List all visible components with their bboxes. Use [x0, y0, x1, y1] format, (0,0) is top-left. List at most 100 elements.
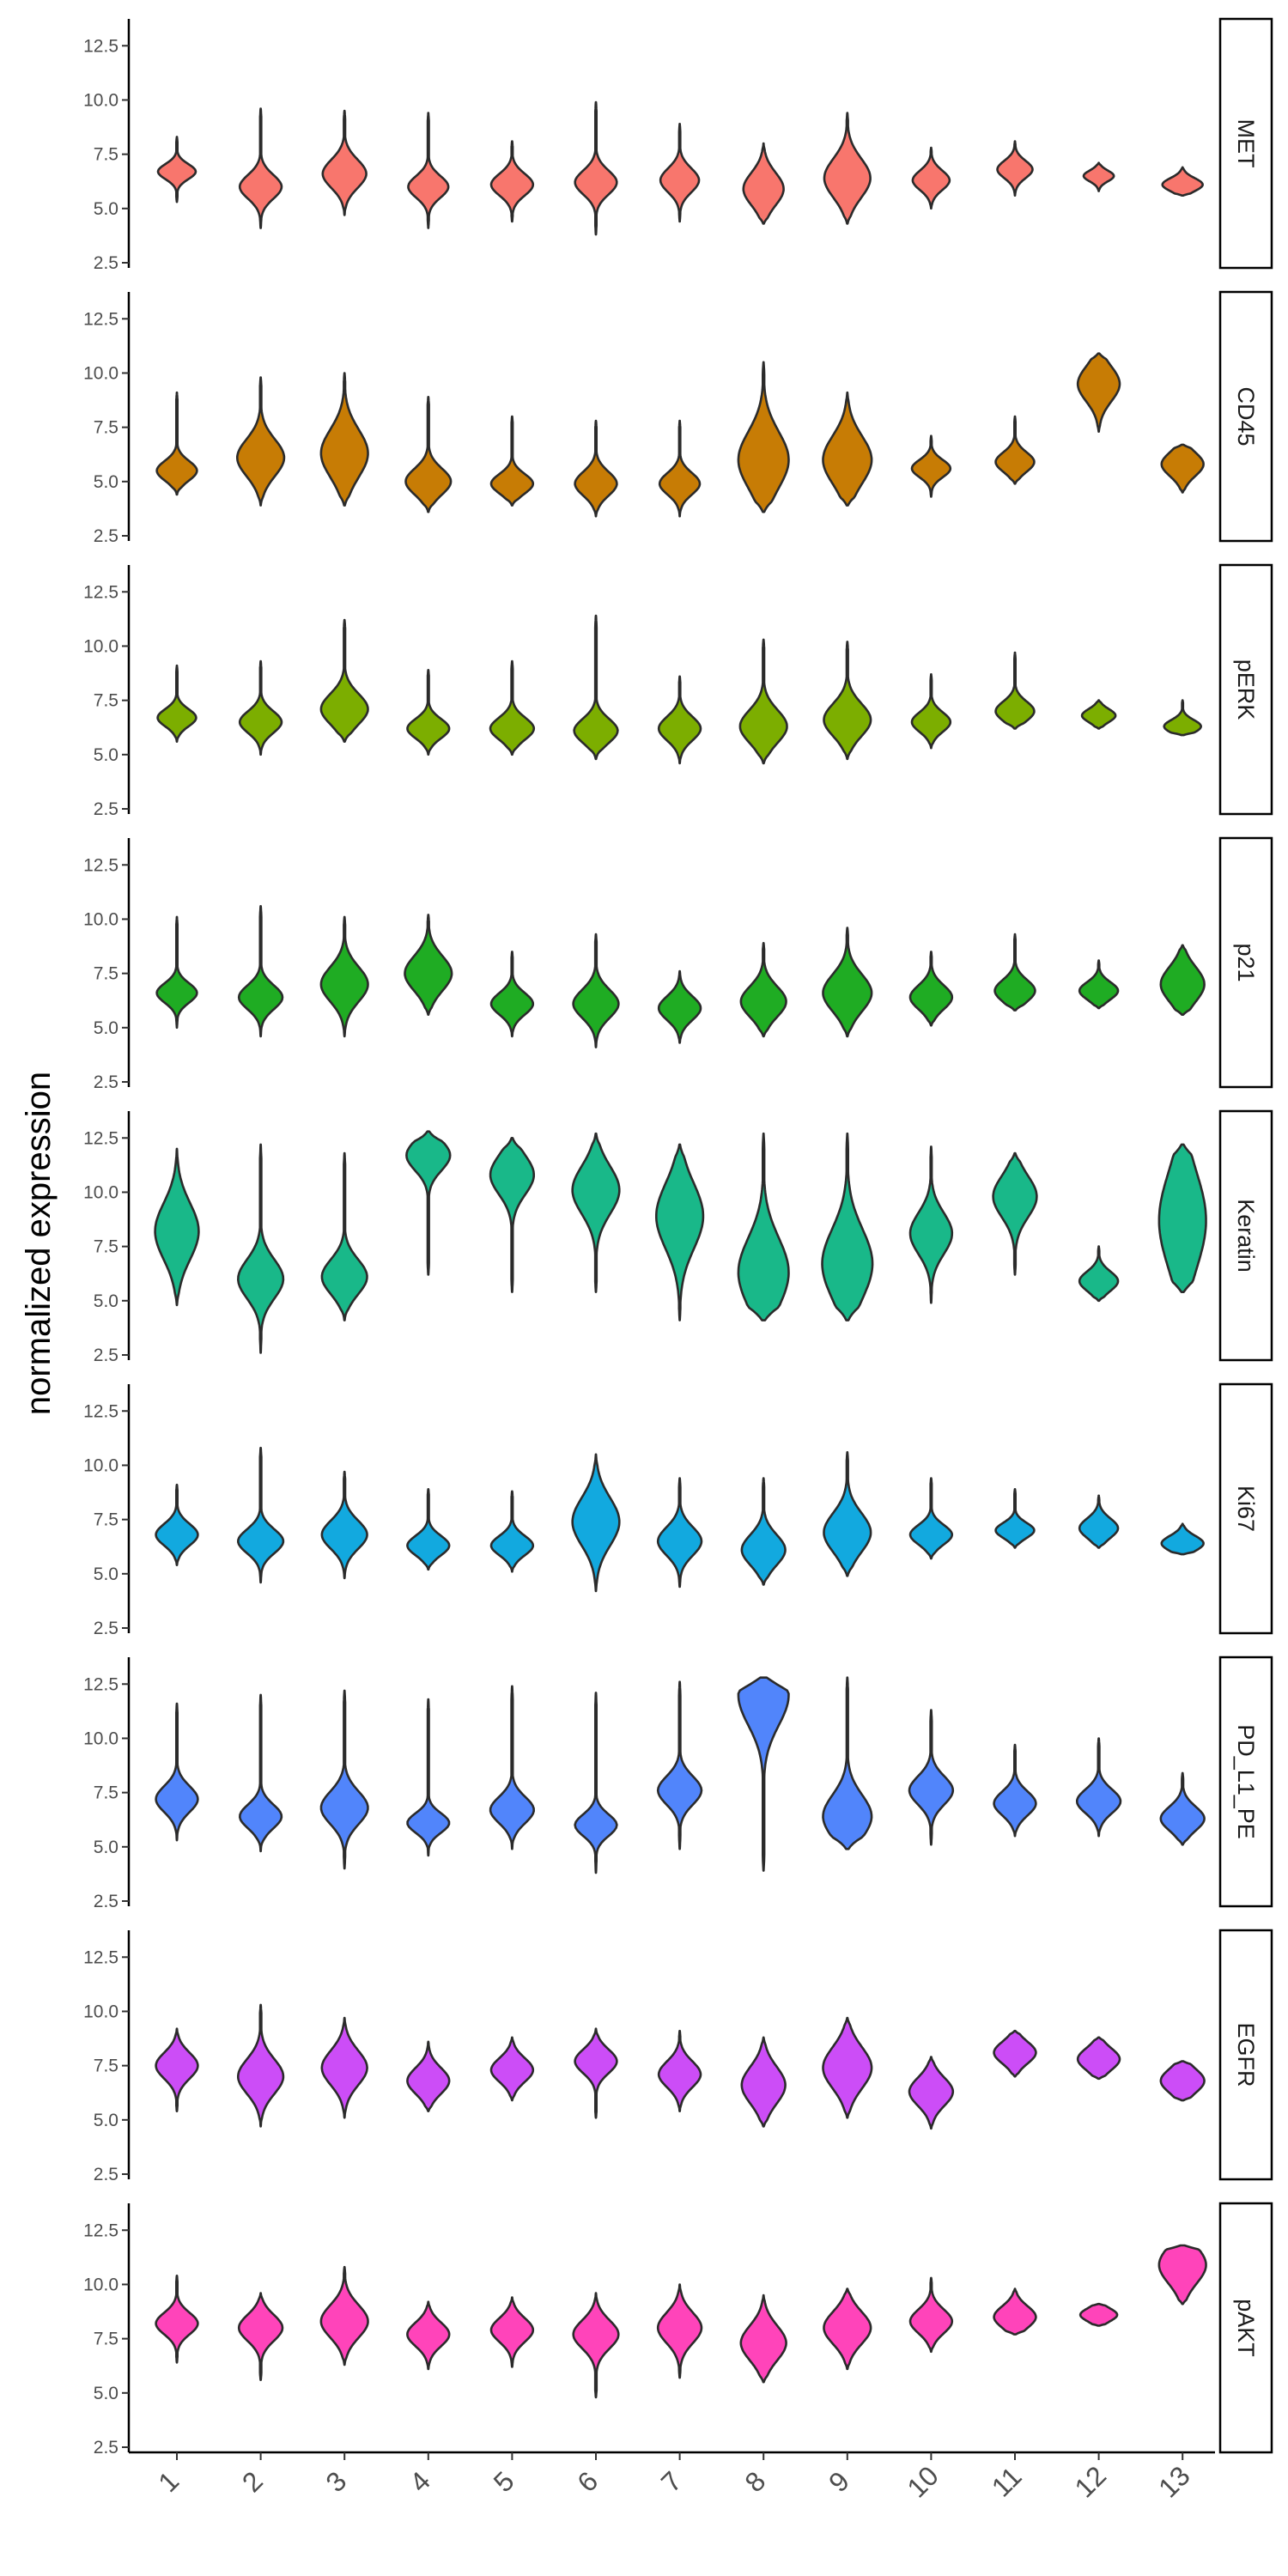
- y-tick-label: 12.5: [83, 309, 118, 329]
- y-tick-label: 10.0: [83, 2002, 118, 2021]
- facet-strip: [1218, 563, 1273, 816]
- violin-6: [574, 100, 618, 236]
- violin-6: [571, 1132, 621, 1293]
- y-tick-label: 7.5: [94, 2330, 118, 2349]
- y-tick-label: 2.5: [94, 1072, 118, 1092]
- violin-4: [404, 914, 453, 1016]
- x-tick-label: 6: [571, 2465, 604, 2498]
- y-tick-label: 5.0: [94, 2111, 118, 2130]
- violin-13: [1160, 1522, 1205, 1556]
- violin-8: [738, 638, 788, 765]
- violin-3: [321, 109, 368, 216]
- violin-7: [657, 2029, 702, 2112]
- violin-7: [655, 1143, 705, 1321]
- violin-11: [993, 2287, 1037, 2336]
- violin-7: [659, 123, 701, 223]
- violin-12: [1078, 1494, 1120, 1549]
- violin-5: [489, 1685, 535, 1850]
- violin-6: [573, 614, 619, 761]
- violin-1: [156, 136, 197, 204]
- facet-strip-label: Ki67: [1233, 1485, 1259, 1532]
- facet-strip-label: pAKT: [1233, 2299, 1259, 2357]
- violin-13: [1159, 944, 1206, 1016]
- violin-12: [1082, 161, 1115, 192]
- violin-8: [739, 2293, 787, 2384]
- violin-8: [742, 142, 785, 225]
- violin-5: [489, 659, 536, 756]
- panel-pakt: 2.5 5.0 7.5 10.0 12.5 pAKT: [83, 2202, 1273, 2458]
- violin-13: [1163, 699, 1202, 737]
- y-tick-label: 12.5: [83, 1947, 118, 1967]
- x-tick-label: 7: [655, 2465, 688, 2498]
- violin-2: [237, 1446, 285, 1584]
- violin-12: [1076, 352, 1121, 433]
- violin-3: [319, 372, 369, 507]
- y-tick-label: 5.0: [94, 1291, 118, 1311]
- facet-strip: [1218, 2202, 1273, 2454]
- violin-10: [908, 2056, 955, 2130]
- violin-5: [489, 1137, 535, 1293]
- y-tick-label: 2.5: [94, 1892, 118, 1911]
- panel-egfr: 2.5 5.0 7.5 10.0 12.5 EGFR: [83, 1929, 1273, 2184]
- violin-11: [993, 933, 1036, 1012]
- violin-13: [1157, 1143, 1207, 1293]
- y-tick-label: 2.5: [94, 526, 118, 546]
- y-tick-label: 10.0: [83, 1455, 118, 1475]
- y-tick-label: 10.0: [83, 636, 118, 656]
- violin-9: [822, 391, 873, 507]
- violin-9: [822, 927, 873, 1038]
- panel-ki67: 2.5 5.0 7.5 10.0 12.5 Ki67: [83, 1382, 1273, 1638]
- violin-5: [489, 140, 535, 223]
- facet-strip: [1218, 1656, 1273, 1908]
- violin-9: [821, 1132, 874, 1321]
- facet-strip-label: p21: [1233, 943, 1259, 981]
- violin-10: [910, 673, 952, 750]
- y-tick-label: 7.5: [94, 691, 118, 711]
- y-tick-label: 5.0: [94, 2384, 118, 2403]
- y-tick-label: 5.0: [94, 1018, 118, 1038]
- violin-11: [993, 1743, 1037, 1838]
- facet-strip: [1218, 836, 1273, 1089]
- violin-7: [657, 675, 702, 765]
- violin-12: [1078, 1245, 1120, 1303]
- violin-1: [154, 1147, 200, 1307]
- violin-7: [656, 2283, 703, 2379]
- y-tick-label: 5.0: [94, 1564, 118, 1584]
- violin-6: [572, 933, 620, 1048]
- facet-strip-label: pERK: [1233, 659, 1259, 720]
- y-tick-label: 7.5: [94, 418, 118, 438]
- violin-10: [908, 2276, 954, 2354]
- x-tick-label: 5: [488, 2465, 520, 2498]
- y-tick-label: 5.0: [94, 745, 118, 765]
- violin-10: [908, 1145, 954, 1304]
- y-tick-label: 7.5: [94, 1783, 118, 1803]
- y-tick-label: 10.0: [83, 90, 118, 110]
- violin-2: [236, 376, 286, 507]
- y-tick-label: 10.0: [83, 2275, 118, 2294]
- violin-13: [1159, 2060, 1206, 2102]
- facet-strip-label: MET: [1233, 119, 1259, 168]
- panel-met: 2.5 5.0 7.5 10.0 12.5 MET: [83, 17, 1273, 273]
- violin-4: [405, 1130, 452, 1276]
- violin-4: [406, 1488, 451, 1571]
- y-tick-label: 7.5: [94, 964, 118, 984]
- y-tick-label: 12.5: [83, 1128, 118, 1148]
- y-tick-label: 5.0: [94, 1838, 118, 1857]
- y-tick-label: 10.0: [83, 1728, 118, 1748]
- violin-5: [489, 2036, 535, 2102]
- facet-strip-label: CD45: [1233, 386, 1259, 446]
- violin-11: [992, 1151, 1038, 1276]
- facet-strip-label: EGFR: [1233, 2022, 1259, 2087]
- y-tick-label: 2.5: [94, 799, 118, 819]
- violin-3: [320, 1151, 368, 1321]
- x-tick-label: 10: [901, 2460, 945, 2504]
- panel-p21: 2.5 5.0 7.5 10.0 12.5 p21: [83, 836, 1273, 1092]
- violin-12: [1080, 699, 1117, 730]
- violin-6: [574, 419, 618, 518]
- facet-strip-label: PD_L1_PE: [1233, 1724, 1259, 1839]
- violin-4: [404, 396, 453, 513]
- violin-8: [740, 2036, 787, 2128]
- violin-11: [996, 140, 1034, 197]
- panel-pd-l1-pe: 2.5 5.0 7.5 10.0 12.5 PD_L1_PE: [83, 1656, 1273, 1911]
